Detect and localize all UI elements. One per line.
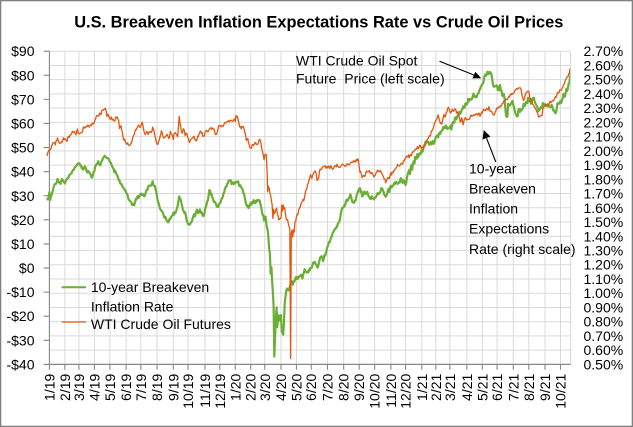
- svg-text:4/21: 4/21: [459, 373, 475, 400]
- svg-text:1.40%: 1.40%: [584, 228, 624, 244]
- svg-text:-$10: -$10: [6, 284, 34, 300]
- svg-text:10-year Breakeven: 10-year Breakeven: [91, 279, 209, 295]
- svg-text:2.20%: 2.20%: [584, 114, 624, 130]
- svg-text:1.20%: 1.20%: [584, 257, 624, 273]
- svg-text:0.70%: 0.70%: [584, 328, 624, 344]
- svg-text:10-year: 10-year: [469, 160, 517, 176]
- svg-text:$10: $10: [11, 236, 35, 252]
- svg-text:4/20: 4/20: [273, 373, 289, 400]
- svg-text:10/20: 10/20: [367, 373, 383, 408]
- svg-text:1/21: 1/21: [414, 373, 430, 400]
- svg-text:Expectations: Expectations: [469, 221, 549, 237]
- svg-text:4/19: 4/19: [86, 373, 102, 400]
- svg-text:12/20: 12/20: [398, 373, 414, 408]
- svg-text:2.70%: 2.70%: [584, 43, 624, 59]
- svg-text:1.00%: 1.00%: [584, 285, 624, 301]
- svg-text:1.60%: 1.60%: [584, 200, 624, 216]
- svg-text:8/19: 8/19: [149, 373, 165, 400]
- svg-text:-$20: -$20: [6, 308, 34, 324]
- svg-text:2.00%: 2.00%: [584, 143, 624, 159]
- svg-text:7/19: 7/19: [133, 373, 149, 400]
- svg-text:$50: $50: [11, 140, 35, 156]
- svg-text:1.10%: 1.10%: [584, 271, 624, 287]
- svg-text:$0: $0: [19, 260, 35, 276]
- svg-text:9/20: 9/20: [351, 373, 367, 400]
- svg-text:9/19: 9/19: [165, 373, 181, 400]
- svg-text:-$30: -$30: [6, 332, 34, 348]
- svg-text:9/21: 9/21: [537, 373, 553, 400]
- svg-text:WTI Crude Oil Futures: WTI Crude Oil Futures: [91, 316, 231, 332]
- svg-text:6/20: 6/20: [303, 373, 319, 400]
- svg-text:7/21: 7/21: [505, 373, 521, 400]
- svg-text:2/21: 2/21: [428, 373, 444, 400]
- svg-text:5/21: 5/21: [474, 373, 490, 400]
- svg-text:0.60%: 0.60%: [584, 342, 624, 358]
- svg-text:2.10%: 2.10%: [584, 129, 624, 145]
- svg-text:11/19: 11/19: [197, 373, 213, 407]
- svg-text:6/21: 6/21: [489, 373, 505, 400]
- svg-text:1.30%: 1.30%: [584, 243, 624, 259]
- svg-text:5/19: 5/19: [102, 373, 118, 400]
- svg-text:$80: $80: [11, 67, 35, 83]
- svg-text:2.40%: 2.40%: [584, 86, 624, 102]
- svg-text:-$40: -$40: [6, 356, 34, 372]
- svg-text:1/19: 1/19: [41, 373, 57, 400]
- svg-text:3/21: 3/21: [442, 373, 458, 400]
- svg-text:WTI Crude Oil Spot: WTI Crude Oil Spot: [296, 52, 417, 68]
- svg-text:3/19: 3/19: [71, 373, 87, 400]
- svg-text:5/20: 5/20: [289, 373, 305, 400]
- svg-text:8/20: 8/20: [336, 373, 352, 400]
- svg-text:6/19: 6/19: [118, 373, 134, 400]
- svg-text:10/19: 10/19: [180, 373, 196, 408]
- svg-text:1/20: 1/20: [227, 373, 243, 400]
- svg-text:Future Price (left scale): Future Price (left scale): [296, 71, 445, 87]
- svg-text:U.S. Breakeven Inflation Expec: U.S. Breakeven Inflation Expectations Ra…: [74, 13, 563, 31]
- svg-text:1.90%: 1.90%: [584, 157, 624, 173]
- svg-text:1.70%: 1.70%: [584, 186, 624, 202]
- svg-text:$20: $20: [11, 212, 35, 228]
- svg-text:7/20: 7/20: [319, 373, 335, 400]
- svg-text:1.50%: 1.50%: [584, 214, 624, 230]
- svg-text:2.30%: 2.30%: [584, 100, 624, 116]
- svg-text:11/20: 11/20: [383, 373, 399, 407]
- svg-text:10/21: 10/21: [553, 373, 569, 408]
- svg-text:$90: $90: [11, 43, 35, 59]
- svg-text:Inflation Rate: Inflation Rate: [91, 299, 174, 315]
- svg-text:2/20: 2/20: [243, 373, 259, 400]
- svg-text:1.80%: 1.80%: [584, 171, 624, 187]
- svg-text:2.60%: 2.60%: [584, 57, 624, 73]
- svg-text:$60: $60: [11, 116, 35, 132]
- svg-text:0.50%: 0.50%: [584, 356, 624, 372]
- svg-text:2.50%: 2.50%: [584, 72, 624, 88]
- svg-text:2/19: 2/19: [57, 373, 73, 400]
- svg-text:0.80%: 0.80%: [584, 314, 624, 330]
- svg-text:3/20: 3/20: [257, 373, 273, 400]
- svg-text:$30: $30: [11, 188, 35, 204]
- svg-text:0.90%: 0.90%: [584, 300, 624, 316]
- svg-text:$70: $70: [11, 91, 35, 107]
- svg-text:$40: $40: [11, 164, 35, 180]
- svg-text:Breakeven: Breakeven: [469, 181, 536, 197]
- svg-text:Inflation: Inflation: [469, 201, 518, 217]
- svg-text:8/21: 8/21: [521, 373, 537, 400]
- svg-text:12/19: 12/19: [212, 373, 228, 408]
- svg-text:Rate (right scale): Rate (right scale): [469, 241, 576, 257]
